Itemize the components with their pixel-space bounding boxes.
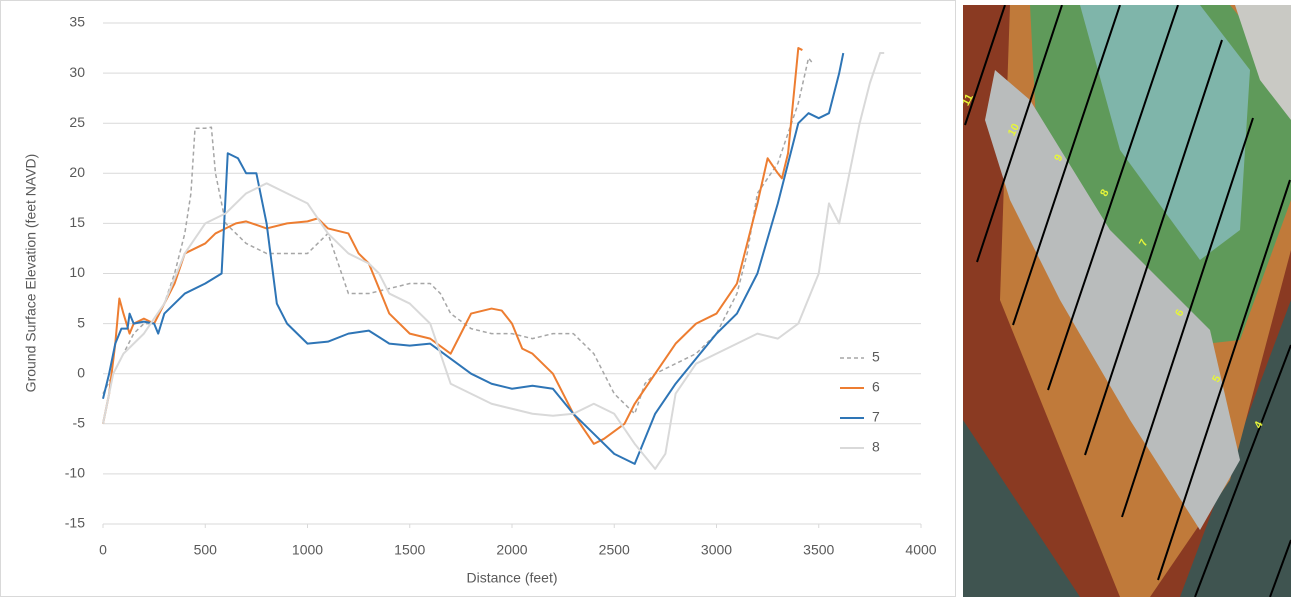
- legend-label: 5: [872, 349, 880, 365]
- y-tick-label: 15: [69, 214, 85, 230]
- x-tick-label: 0: [99, 542, 107, 558]
- y-axis-title: Ground Surface Elevation (feet NAVD): [23, 154, 39, 393]
- y-tick-label: -15: [65, 515, 85, 531]
- x-tick-label: 2000: [496, 542, 527, 558]
- x-tick-label: 1000: [292, 542, 323, 558]
- y-tick-label: 0: [77, 364, 85, 380]
- y-tick-label: 30: [69, 64, 85, 80]
- x-tick-label: 4000: [905, 542, 936, 558]
- x-tick-label: 2500: [599, 542, 630, 558]
- x-axis-title: Distance (feet): [466, 570, 557, 586]
- y-tick-label: -5: [73, 415, 86, 431]
- x-tick-label: 1500: [394, 542, 425, 558]
- y-tick-label: -10: [65, 465, 85, 481]
- y-tick-label: 10: [69, 264, 85, 280]
- page: -15 -10 -5 0 5 10 15 20 25 30 35 0 500 1000 1500 2000 25…: [0, 0, 1291, 597]
- y-tick-label: 35: [69, 14, 85, 30]
- y-tick-label: 20: [69, 164, 85, 180]
- legend-label: 8: [872, 439, 880, 455]
- x-tick-label: 3500: [803, 542, 834, 558]
- x-tick-label: 3000: [701, 542, 732, 558]
- legend-label: 6: [872, 379, 880, 395]
- x-tick-label: 500: [194, 542, 218, 558]
- legend-label: 7: [872, 409, 880, 425]
- y-tick-label: 5: [77, 314, 85, 330]
- y-tick-label: 25: [69, 114, 85, 130]
